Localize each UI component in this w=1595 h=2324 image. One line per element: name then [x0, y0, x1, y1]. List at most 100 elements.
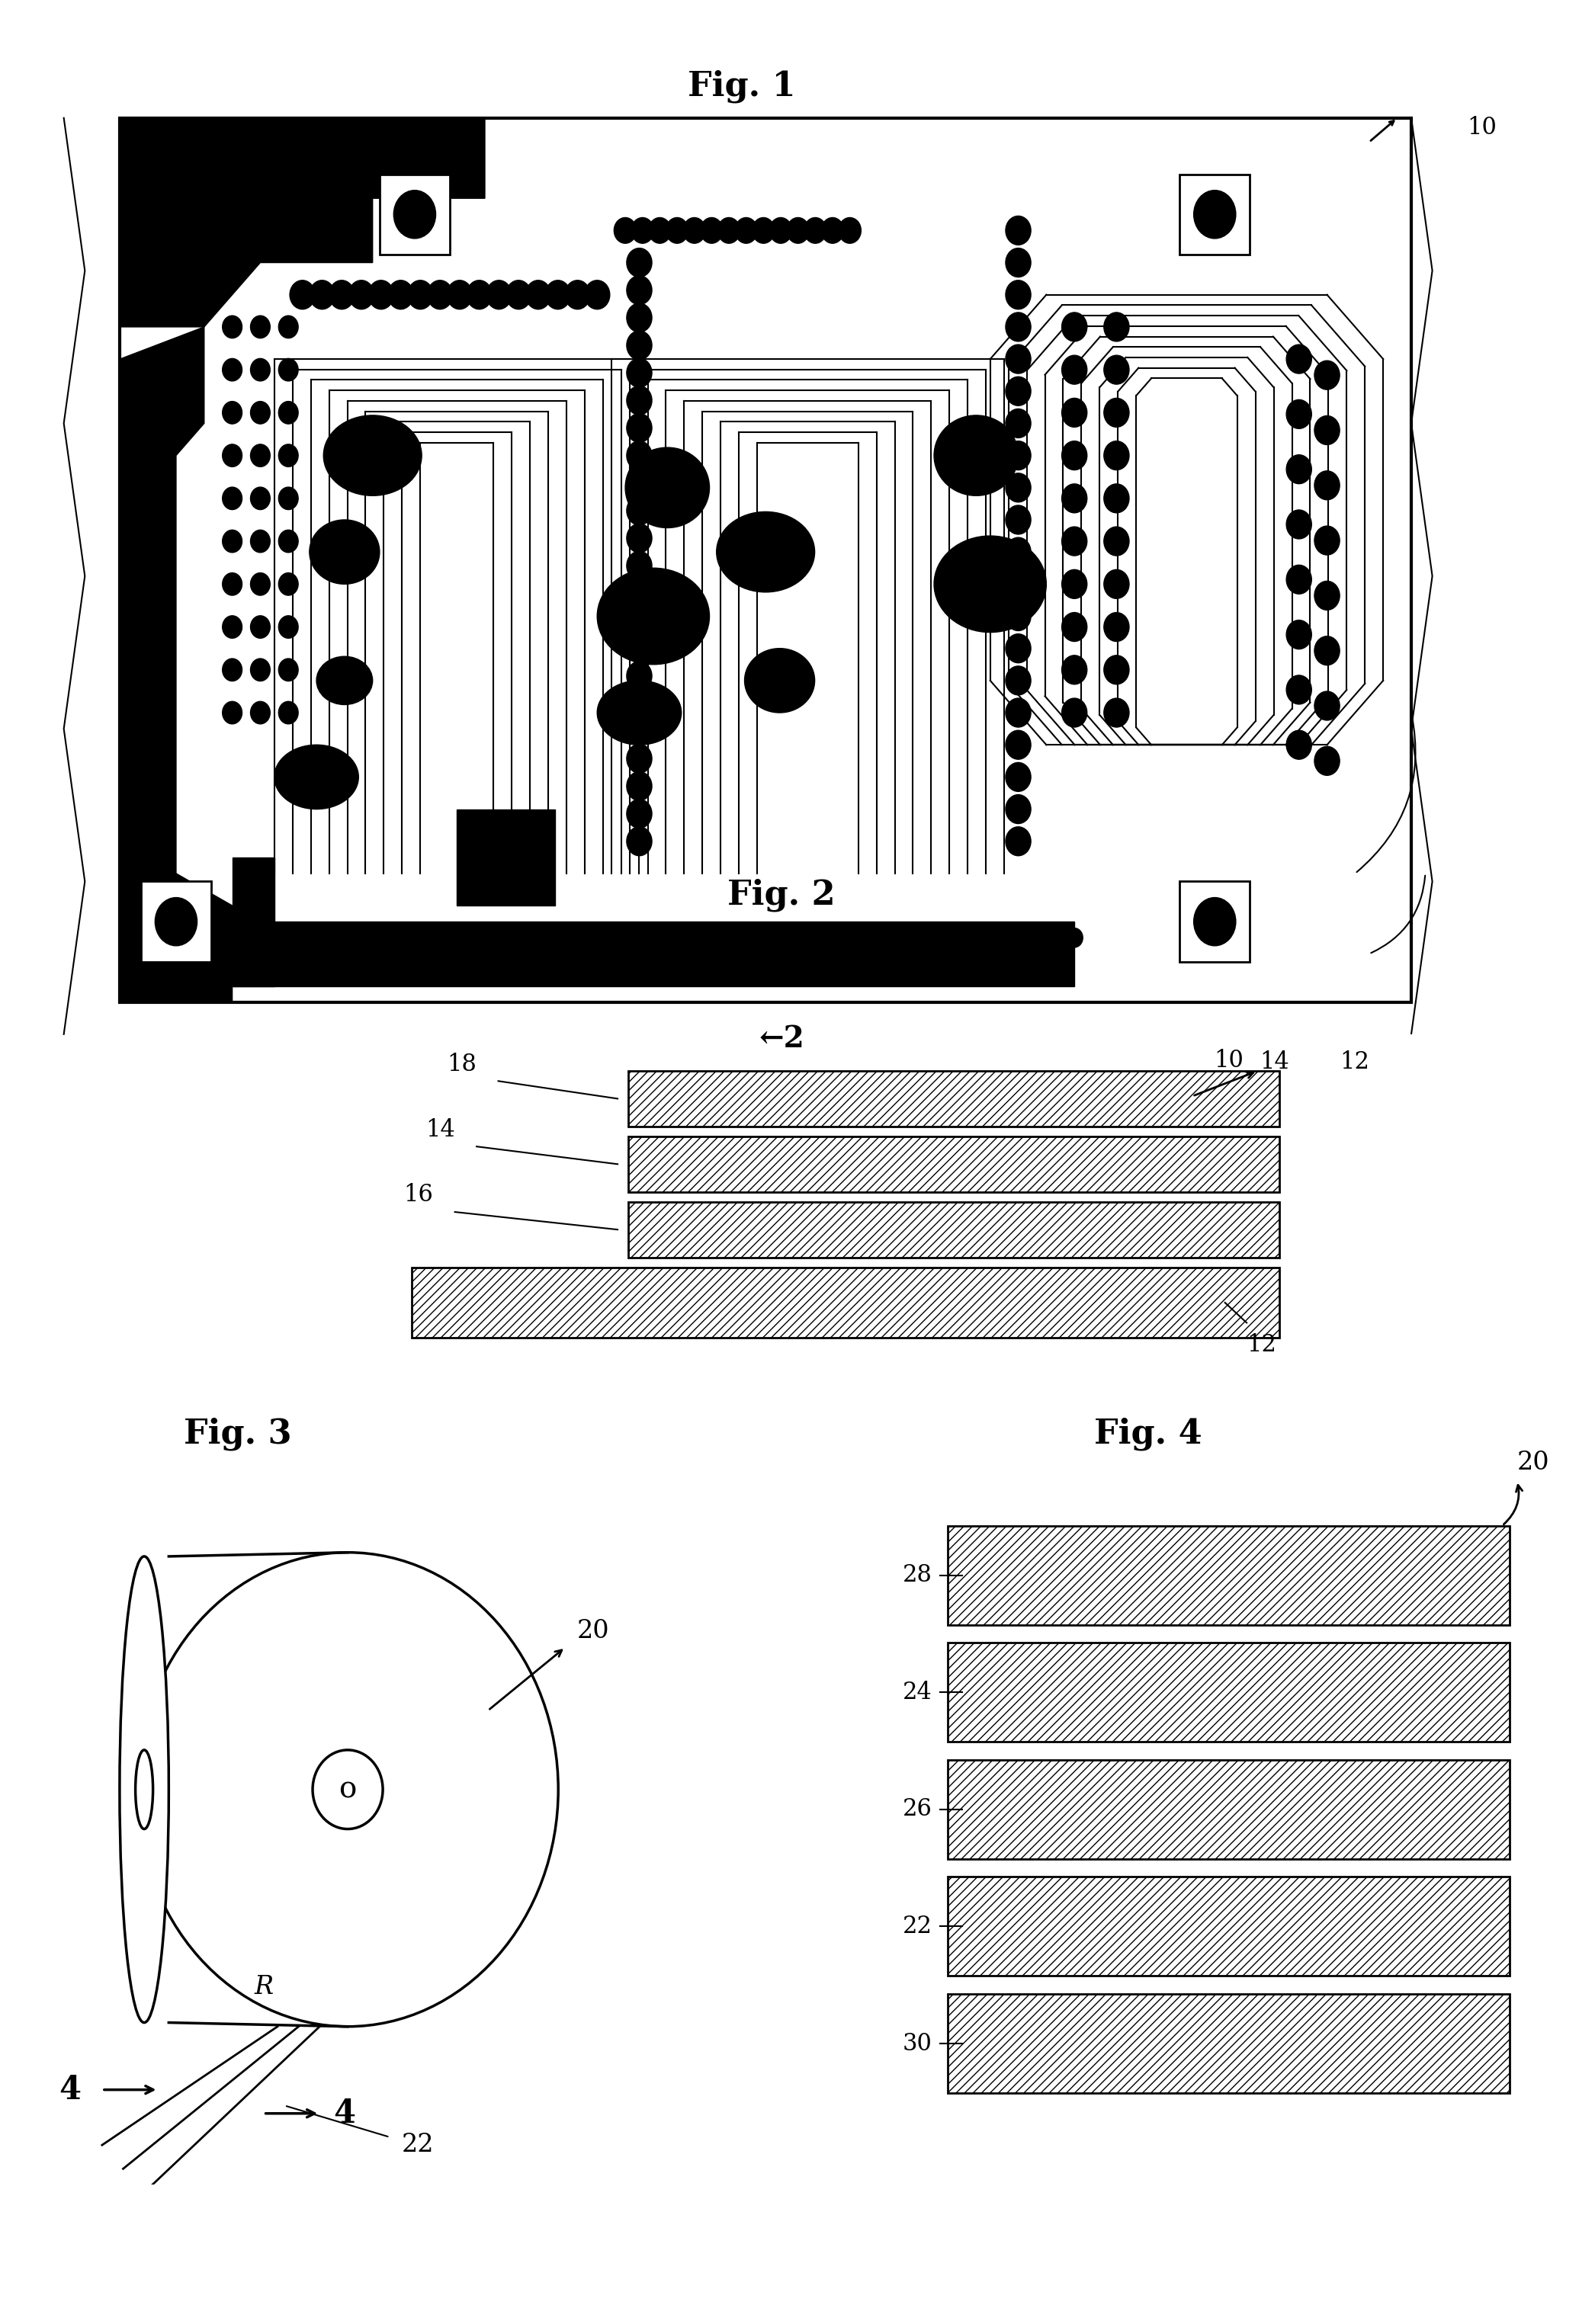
Ellipse shape	[309, 521, 380, 583]
Ellipse shape	[625, 449, 710, 528]
Circle shape	[223, 927, 241, 948]
Circle shape	[1005, 569, 1030, 600]
Circle shape	[309, 927, 327, 948]
Circle shape	[1314, 360, 1340, 390]
Circle shape	[499, 927, 515, 948]
Circle shape	[627, 249, 652, 277]
Polygon shape	[120, 328, 233, 1002]
Circle shape	[1005, 697, 1030, 727]
Circle shape	[1005, 667, 1030, 695]
Circle shape	[997, 927, 1014, 948]
Circle shape	[276, 927, 292, 948]
Circle shape	[585, 927, 601, 948]
Circle shape	[378, 927, 396, 948]
Circle shape	[825, 927, 842, 948]
Circle shape	[506, 281, 531, 309]
Circle shape	[627, 495, 652, 525]
Circle shape	[1314, 746, 1340, 776]
Circle shape	[1104, 356, 1129, 383]
Text: Fig. 4: Fig. 4	[1094, 1418, 1203, 1450]
Text: o: o	[338, 1776, 357, 1803]
Circle shape	[627, 799, 652, 827]
Circle shape	[486, 281, 512, 309]
Circle shape	[627, 469, 652, 497]
Circle shape	[895, 927, 911, 948]
Circle shape	[627, 414, 652, 442]
Circle shape	[1286, 621, 1311, 648]
Circle shape	[1286, 565, 1311, 595]
Text: 20: 20	[577, 1620, 609, 1643]
Circle shape	[368, 281, 394, 309]
Circle shape	[1104, 655, 1129, 683]
Circle shape	[627, 302, 652, 332]
Circle shape	[279, 530, 298, 553]
Circle shape	[1193, 191, 1236, 239]
Circle shape	[279, 316, 298, 339]
Circle shape	[222, 572, 242, 595]
Circle shape	[241, 927, 258, 948]
Circle shape	[279, 402, 298, 423]
Circle shape	[756, 927, 774, 948]
Circle shape	[627, 579, 652, 609]
Text: 20: 20	[1517, 1450, 1550, 1476]
Circle shape	[627, 442, 652, 469]
Circle shape	[774, 927, 791, 948]
Circle shape	[627, 607, 652, 634]
Text: 2: 2	[947, 939, 968, 969]
Circle shape	[627, 744, 652, 774]
Circle shape	[627, 330, 652, 360]
Circle shape	[447, 281, 472, 309]
Text: 12: 12	[1247, 1334, 1276, 1357]
Circle shape	[627, 772, 652, 802]
Circle shape	[279, 702, 298, 725]
Text: 12: 12	[1340, 1050, 1370, 1074]
Circle shape	[839, 218, 861, 244]
Circle shape	[250, 658, 270, 681]
Circle shape	[1062, 697, 1088, 727]
Circle shape	[1005, 827, 1030, 855]
Circle shape	[250, 616, 270, 639]
Ellipse shape	[716, 511, 815, 593]
Circle shape	[619, 927, 636, 948]
Circle shape	[1062, 655, 1088, 683]
Circle shape	[533, 927, 550, 948]
Circle shape	[1314, 690, 1340, 720]
Bar	[947, 1643, 1509, 1743]
Circle shape	[786, 218, 809, 244]
Circle shape	[1032, 927, 1048, 948]
Circle shape	[1314, 581, 1340, 609]
Circle shape	[860, 927, 877, 948]
Polygon shape	[120, 119, 485, 328]
Circle shape	[687, 927, 705, 948]
Circle shape	[222, 530, 242, 553]
Circle shape	[250, 358, 270, 381]
Circle shape	[329, 281, 354, 309]
Circle shape	[627, 662, 652, 690]
Text: Fig. 1: Fig. 1	[687, 70, 796, 102]
Ellipse shape	[597, 567, 710, 665]
Circle shape	[705, 927, 723, 948]
Text: 30: 30	[903, 2031, 933, 2054]
Circle shape	[250, 444, 270, 467]
Bar	[947, 1994, 1509, 2094]
Circle shape	[279, 572, 298, 595]
Circle shape	[327, 927, 345, 948]
Circle shape	[396, 927, 413, 948]
Circle shape	[1314, 525, 1340, 555]
Circle shape	[649, 218, 671, 244]
Circle shape	[309, 281, 335, 309]
Circle shape	[279, 658, 298, 681]
Circle shape	[1062, 442, 1088, 469]
Circle shape	[809, 927, 825, 948]
Circle shape	[1062, 356, 1088, 383]
Circle shape	[1062, 397, 1088, 428]
Circle shape	[1104, 483, 1129, 514]
Text: 4: 4	[333, 2099, 356, 2129]
Text: ←2: ←2	[759, 1025, 804, 1053]
Circle shape	[408, 281, 432, 309]
Circle shape	[222, 358, 242, 381]
Circle shape	[740, 927, 756, 948]
Bar	[412, 1267, 1279, 1339]
Circle shape	[222, 444, 242, 467]
Circle shape	[1005, 249, 1030, 277]
